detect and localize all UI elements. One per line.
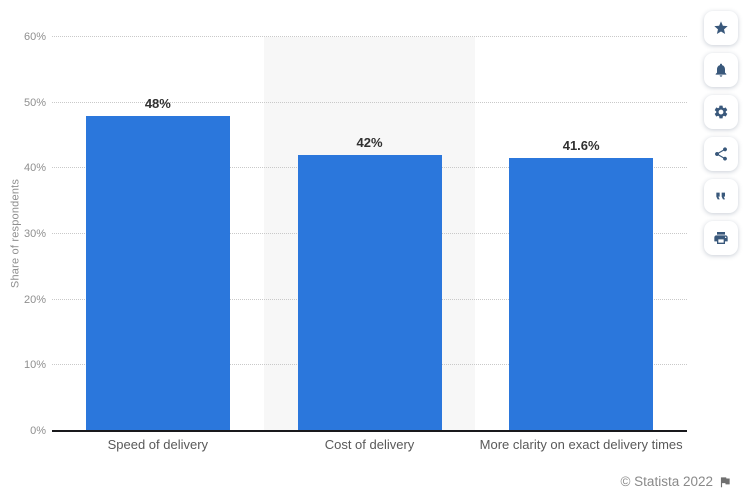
y-tick-label: 50% [23,96,46,109]
x-axis-line [52,430,687,432]
bar-value-label: 41.6% [562,137,600,153]
bar[interactable] [85,115,230,430]
gridline [52,101,687,103]
cite-button[interactable] [704,179,738,213]
gear-icon [714,105,728,119]
flag-icon [720,476,730,487]
print-button[interactable] [704,221,738,255]
copyright-notice: © Statista 2022 [620,474,732,489]
gridline [52,36,687,37]
y-tick-label: 10% [23,359,46,372]
y-tick-label: 60% [23,31,46,43]
y-tick-label: 0% [30,425,46,437]
share-button[interactable] [704,137,738,171]
bar[interactable] [297,155,442,430]
x-category-label: More clarity on exact delivery times [479,437,683,452]
favorite-button[interactable] [704,11,738,45]
y-tick-label: 40% [23,162,46,175]
printer-icon [714,232,728,244]
bell-icon [715,63,727,77]
y-tick-label: 30% [23,228,46,240]
settings-button[interactable] [704,95,738,129]
x-category-label: Cost of delivery [324,437,415,452]
notifications-button[interactable] [704,53,738,87]
quote-icon [716,192,725,200]
y-tick-label: 20% [23,293,46,306]
x-category-label: Speed of delivery [107,437,209,452]
bar-value-label: 48% [144,95,171,111]
bar[interactable] [509,157,654,430]
share-icon [715,147,727,161]
bar-value-label: 42% [356,135,383,151]
star-icon [714,21,728,34]
copyright-text: © Statista 2022 [620,474,713,489]
